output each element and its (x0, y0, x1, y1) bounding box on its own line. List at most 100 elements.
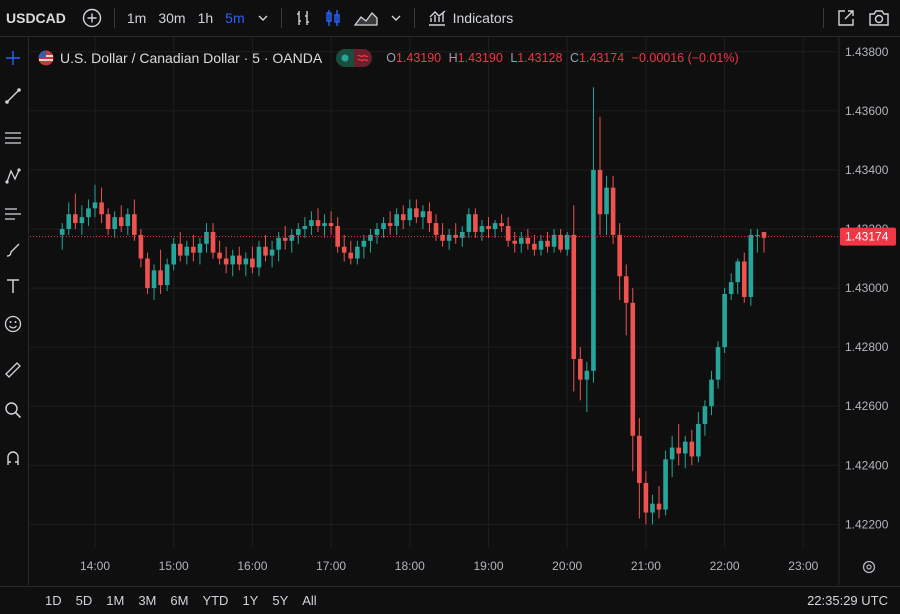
indicators-button[interactable]: Indicators (421, 0, 520, 36)
last-price-label: 1.43174 (845, 230, 889, 244)
range-5d[interactable]: 5D (75, 593, 93, 608)
prediction-icon[interactable] (4, 205, 22, 223)
price-tick-label: 1.42400 (845, 458, 889, 472)
candle (263, 234, 268, 262)
interval-dropdown-button[interactable] (251, 0, 275, 36)
candle (466, 208, 472, 238)
candle-body (145, 258, 150, 289)
symbol-title[interactable]: U.S. Dollar / Canadian Dollar · 5 · OAND… (60, 50, 323, 66)
candle-body (387, 223, 393, 227)
range-5y[interactable]: 5Y (272, 593, 289, 608)
candle (243, 252, 249, 277)
bar-style-button[interactable] (288, 0, 318, 36)
candle-body (243, 258, 249, 265)
interval-30m[interactable]: 30m (158, 10, 186, 26)
candle (525, 228, 531, 250)
candle-style-button[interactable] (318, 0, 348, 36)
pattern-icon[interactable] (4, 167, 22, 185)
candle (86, 199, 91, 227)
candle-body (381, 223, 386, 229)
candle-body (73, 214, 78, 224)
symbol-search-button[interactable]: USDCAD (6, 10, 66, 26)
candle (722, 288, 727, 354)
candle-body (453, 234, 459, 238)
candle-body (361, 240, 367, 247)
candle-body (414, 208, 419, 218)
candle (164, 258, 170, 292)
crosshair-icon[interactable] (4, 49, 22, 67)
candle (184, 240, 190, 265)
candle (125, 208, 131, 235)
trend-line-icon[interactable] (4, 87, 22, 105)
candle (551, 228, 557, 253)
interval-1m[interactable]: 1m (126, 10, 147, 26)
candle-body (479, 226, 485, 232)
zoom-icon[interactable] (4, 401, 22, 419)
candle (105, 208, 111, 235)
range-1m[interactable]: 1M (106, 593, 125, 608)
candle (158, 249, 163, 294)
brush-icon[interactable] (4, 241, 22, 259)
candle-body (302, 226, 308, 229)
candle (112, 211, 117, 238)
candle-body (282, 237, 288, 241)
market-status-pill[interactable] (336, 49, 373, 67)
candle (505, 217, 511, 247)
range-1y[interactable]: 1Y (242, 593, 259, 608)
candle (322, 214, 327, 238)
candle (532, 234, 537, 256)
candle-body (99, 202, 104, 215)
area-style-button[interactable] (348, 0, 384, 36)
interval-5m[interactable]: 5m (225, 10, 245, 26)
wave-icon (354, 49, 373, 67)
candle-body (748, 234, 754, 297)
range-1d[interactable]: 1D (45, 593, 62, 608)
time-tick-label: 16:00 (237, 559, 267, 573)
fullscreen-button[interactable] (830, 0, 862, 36)
snapshot-button[interactable] (862, 0, 896, 36)
candle-body (518, 237, 524, 244)
candle-body (420, 211, 426, 218)
price-tick-label: 1.42600 (845, 399, 889, 413)
time-tick-label: 20:00 (552, 559, 582, 573)
candle-body (669, 447, 675, 460)
candle (440, 223, 445, 247)
candle-body (105, 214, 111, 229)
ruler-icon[interactable] (4, 361, 22, 379)
range-ytd[interactable]: YTD (202, 593, 229, 608)
candle-body (296, 228, 301, 235)
magnet-icon[interactable] (4, 449, 22, 467)
time-tick-label: 14:00 (80, 559, 110, 573)
price-axis[interactable]: 1.438001.436001.434001.432001.430001.428… (845, 45, 889, 532)
open-label: O (386, 51, 396, 65)
time-tick-label: 21:00 (631, 559, 661, 573)
candle-body (112, 217, 117, 229)
range-all[interactable]: All (302, 593, 317, 608)
candle-body (715, 347, 721, 380)
price-chart[interactable]: 1.438001.436001.434001.432001.430001.428… (29, 37, 900, 585)
chevron-down-icon (391, 15, 401, 21)
compare-symbol-button[interactable] (76, 0, 108, 36)
fib-retracement-icon[interactable] (4, 129, 22, 147)
candle-body (328, 223, 334, 227)
candle (341, 234, 347, 262)
candle-body (492, 223, 498, 229)
candle (296, 223, 301, 244)
interval-1h[interactable]: 1h (197, 10, 214, 26)
utc-clock[interactable]: 22:35:29 UTC (807, 593, 888, 608)
candle (538, 234, 544, 256)
candle-body (676, 447, 681, 454)
us-flag-icon (38, 50, 54, 66)
indicators-icon (428, 10, 446, 26)
range-3m[interactable]: 3M (138, 593, 157, 608)
settings-gear-icon[interactable] (862, 560, 876, 574)
emoji-icon[interactable] (4, 315, 22, 333)
text-icon[interactable] (4, 277, 22, 295)
candle (755, 228, 760, 253)
candle (761, 231, 767, 253)
candle-body (761, 231, 767, 238)
time-axis[interactable]: 14:00 15:00 16:00 17:00 18:00 19:00 20:00 21:00… (80, 559, 819, 573)
candle (276, 231, 281, 262)
range-6m[interactable]: 6M (170, 593, 189, 608)
chart-type-dropdown-button[interactable] (384, 0, 408, 36)
